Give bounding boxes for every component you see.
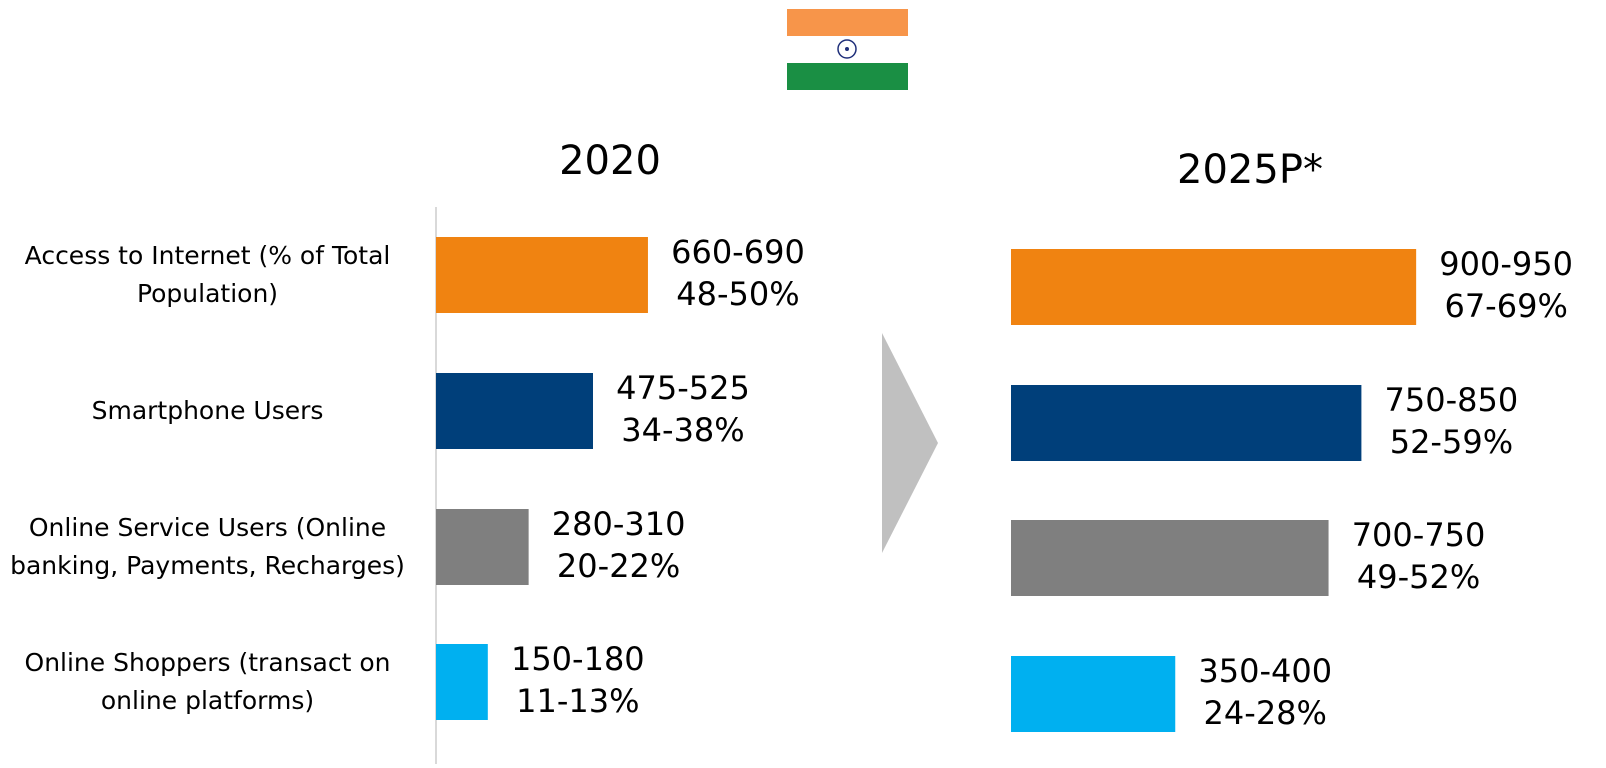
- category-label-text: Online Service Users (Online banking, Pa…: [10, 513, 405, 580]
- value-label: 750-850: [1385, 381, 1519, 419]
- value-label: 350-400: [1198, 652, 1332, 690]
- category-label-text: Access to Internet (% of Total Populatio…: [24, 241, 391, 308]
- value-label: 150-180: [511, 640, 645, 678]
- share-label: 34-38%: [621, 411, 744, 449]
- category-label: Online Service Users (Online banking, Pa…: [10, 513, 405, 580]
- share-label: 20-22%: [557, 547, 680, 585]
- value-label: 900-950: [1439, 245, 1573, 283]
- category-label: Smartphone Users: [91, 396, 324, 425]
- share-label: 49-52%: [1357, 558, 1480, 596]
- india-flag: [787, 9, 908, 90]
- arrow: [882, 333, 938, 553]
- bar: [436, 237, 648, 313]
- share-label: 48-50%: [676, 275, 799, 313]
- share-label: 67-69%: [1444, 287, 1567, 325]
- bar: [1011, 385, 1362, 461]
- bar: [1011, 656, 1176, 732]
- panel-title: 2025P*: [1177, 147, 1323, 193]
- value-label: 660-690: [671, 233, 805, 271]
- value-label: 700-750: [1352, 516, 1486, 554]
- bar: [436, 644, 488, 720]
- bar: [1011, 520, 1329, 596]
- category-label-text: Online Shoppers (transact on online plat…: [24, 648, 391, 715]
- bar: [436, 509, 529, 585]
- value-label: 280-310: [552, 505, 686, 543]
- value-label: 475-525: [616, 369, 750, 407]
- panel-title: 2020: [559, 138, 661, 184]
- share-label: 11-13%: [516, 682, 639, 720]
- bar: [436, 373, 593, 449]
- category-label: Online Shoppers (transact on online plat…: [24, 648, 391, 715]
- category-label-text: Smartphone Users: [91, 396, 324, 425]
- share-label: 24-28%: [1204, 694, 1327, 732]
- category-label: Access to Internet (% of Total Populatio…: [24, 241, 391, 308]
- share-label: 52-59%: [1390, 423, 1513, 461]
- bar: [1011, 249, 1417, 325]
